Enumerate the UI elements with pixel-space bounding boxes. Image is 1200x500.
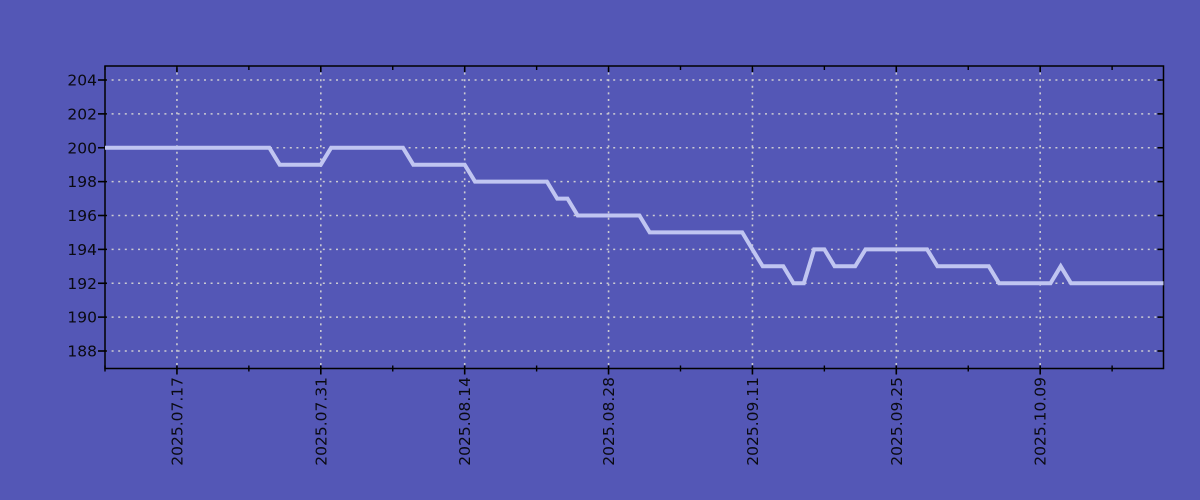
x-tick-label: 2025.10.09 <box>1032 377 1050 466</box>
y-tick-label: 204 <box>67 72 97 90</box>
y-tick-label: 200 <box>67 139 97 157</box>
x-tick-label: 2025.09.11 <box>744 377 762 466</box>
x-tick-label: 2025.08.14 <box>456 377 474 466</box>
x-tick-label: 2025.09.25 <box>888 377 906 466</box>
y-tick-label: 194 <box>67 241 97 259</box>
y-tick-label: 188 <box>67 343 97 361</box>
y-tick-label: 202 <box>67 105 97 123</box>
x-tick-label: 2025.08.28 <box>600 377 618 466</box>
series-line-active-instances <box>105 145 1164 286</box>
plot-frame <box>104 65 1165 370</box>
y-tick-label: 198 <box>67 173 97 191</box>
y-tick-label: 192 <box>67 275 97 293</box>
x-tick-label: 2025.07.31 <box>312 377 330 466</box>
y-tick-label: 190 <box>67 309 97 327</box>
y-tick-label: 196 <box>67 207 97 225</box>
x-tick-label: 2025.07.17 <box>168 377 186 466</box>
